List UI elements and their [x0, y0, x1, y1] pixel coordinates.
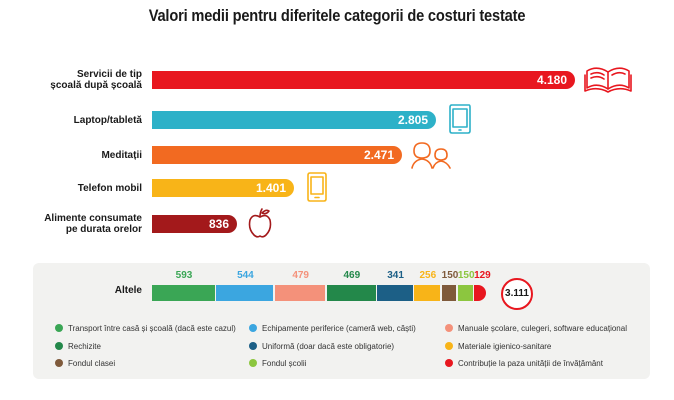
- bar-value-label: 836: [208, 217, 229, 231]
- legend-item: Echipamente periferice (cameră web, cășt…: [249, 324, 416, 333]
- bar-category-label: Servicii de tip școală după școală: [20, 69, 142, 91]
- bar: [152, 179, 294, 197]
- legend-label: Rechizite: [68, 342, 101, 351]
- tutoring-people-icon: [410, 139, 454, 174]
- legend-swatch: [445, 359, 453, 367]
- bar-value-label: 2.471: [363, 148, 394, 162]
- segment-value-label: 341: [387, 270, 404, 281]
- bar-category-label-line: Servicii de tip: [76, 69, 142, 80]
- segment-value-label: 593: [175, 270, 193, 281]
- bar-category-label-line: Alimente consumate: [44, 213, 142, 224]
- open-book-icon: [583, 63, 633, 100]
- stacked-segment: [414, 285, 441, 301]
- stacked-segment: [274, 285, 326, 301]
- others-panel: [33, 263, 650, 379]
- legend-label: Contribuție la paza unității de învățămâ…: [458, 359, 603, 368]
- legend-item: Transport între casă și școală (dacă est…: [55, 324, 236, 333]
- legend-swatch: [249, 342, 257, 350]
- segment-value-label: 129: [474, 270, 491, 281]
- legend-swatch: [249, 324, 257, 332]
- bar: [152, 146, 402, 164]
- bar-value-label: 4.180: [536, 73, 567, 87]
- stacked-segment: [152, 285, 215, 301]
- legend-item: Contribuție la paza unității de învățămâ…: [445, 359, 603, 368]
- segment-value-label: 469: [343, 270, 361, 281]
- bar-category-label-line: Meditații: [101, 149, 142, 161]
- others-total-badge: 3.111: [501, 278, 533, 310]
- bar: [152, 71, 575, 89]
- legend-item: Manuale școlare, culegeri, software educ…: [445, 324, 627, 333]
- legend-swatch: [445, 324, 453, 332]
- legend-label: Fondul clasei: [68, 359, 116, 368]
- bar-category-label-line: Telefon mobil: [77, 182, 142, 194]
- others-category-label: Altele: [114, 285, 142, 296]
- tablet-icon: [448, 103, 472, 140]
- bar: [152, 215, 237, 233]
- legend-item: Uniformă (doar dacă este obligatorie): [249, 342, 395, 351]
- bar: [152, 111, 436, 129]
- bar-category-label: Meditații: [20, 150, 142, 161]
- bar-category-label-line: pe durata orelor: [65, 224, 142, 235]
- smartphone-icon: [306, 171, 328, 208]
- segment-value-label: 150: [441, 270, 459, 281]
- legend-swatch: [55, 324, 63, 332]
- legend-label: Transport între casă și școală (dacă est…: [68, 324, 236, 333]
- bar-category-label-line: școală după școală: [50, 80, 142, 91]
- legend-label: Materiale igienico-sanitare: [458, 342, 552, 351]
- chart-title: Valori medii pentru diferitele categorii…: [148, 6, 526, 25]
- bar-category-label: Alimente consumate pe durata orelor: [20, 213, 142, 235]
- segment-value-label: 150: [457, 270, 475, 281]
- legend-label: Manuale școlare, culegeri, software educ…: [458, 324, 627, 333]
- legend-label: Fondul școlii: [262, 359, 307, 368]
- stacked-segment: [474, 285, 487, 301]
- stacked-segment: [441, 285, 457, 301]
- segment-value-label: 479: [292, 270, 309, 281]
- legend-item: Rechizite: [55, 342, 101, 351]
- bar-category-label: Laptop/tabletă: [20, 115, 142, 126]
- bar-category-label-line: Laptop/tabletă: [73, 114, 142, 126]
- stacked-segment: [326, 285, 376, 301]
- segment-value-label: 256: [419, 270, 437, 281]
- segment-value-label: 544: [237, 270, 254, 281]
- legend-item: Fondul școlii: [249, 359, 307, 368]
- bar-category-label: Telefon mobil: [20, 183, 142, 194]
- legend-swatch: [55, 359, 63, 367]
- stacked-segment: [216, 285, 274, 301]
- bar-value-label: 2.805: [397, 113, 428, 127]
- legend-swatch: [445, 342, 453, 350]
- legend-item: Materiale igienico-sanitare: [445, 342, 552, 351]
- legend-swatch: [55, 342, 63, 350]
- apple-icon: [247, 207, 273, 244]
- bar-value-label: 1.401: [255, 181, 286, 195]
- legend-label: Uniformă (doar dacă este obligatorie): [262, 342, 395, 351]
- legend-swatch: [249, 359, 257, 367]
- legend-item: Fondul clasei: [55, 359, 116, 368]
- stacked-segment: [457, 285, 473, 301]
- legend-label: Echipamente periferice (cameră web, cășt…: [262, 324, 416, 333]
- stacked-segment: [377, 285, 413, 301]
